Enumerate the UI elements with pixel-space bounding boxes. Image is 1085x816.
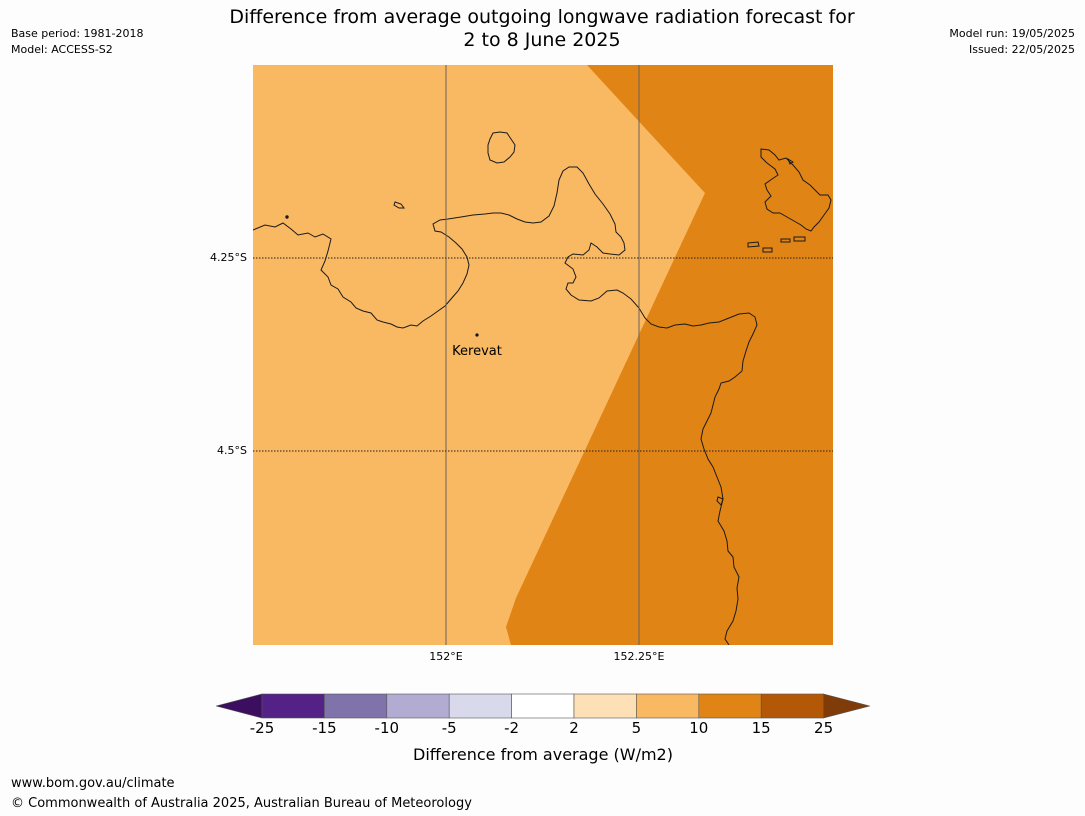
coastline-small-islet-1 [393,201,405,209]
colorbar-segment [261,693,325,719]
model-run-text: Model run: 19/05/2025 [949,27,1075,40]
issued-text: Issued: 22/05/2025 [968,43,1075,56]
coastline-main [253,166,758,645]
map-title: Difference from average outgoing longwav… [142,6,942,52]
colorbar-title: Difference from average (W/m2) [413,745,673,764]
colorbar-segment [448,693,512,719]
map-panel: Kerevat [253,65,833,645]
coastline-group [253,131,832,645]
colorbar-tick-label: -5 [441,719,457,737]
colorbar-arrow-high [823,693,870,719]
coastline-small-islet-5 [793,236,806,242]
place-marker-dot [475,333,479,337]
colorbar-tick-label: 25 [814,719,834,737]
colorbar-segment [511,693,575,719]
coastline-small-islet-7 [716,496,724,506]
coastline-small-islet-2 [747,241,760,248]
model-text: Model: ACCESS-S2 [11,43,113,56]
footer-copyright: © Commonwealth of Australia 2025, Austra… [11,796,472,811]
footer-url[interactable]: www.bom.gov.au/climate [11,776,175,791]
anomaly-region-10-15 [506,65,833,645]
coastline-east-islands [760,148,832,232]
header-right-meta: Model run: 19/05/2025 Issued: 22/05/2025 [949,26,1075,58]
colorbar-segment [324,693,388,719]
colorbar-segment [698,693,762,719]
colorbar-tick-label: -25 [249,719,275,737]
colorbar-tick-label: 10 [689,719,709,737]
colorbar-segment [760,693,824,719]
title-line-1: Difference from average outgoing longwav… [229,6,855,28]
lat-label-4-5: 4.5°S [217,444,247,457]
coastline-island-top [487,131,516,164]
colorbar-tick-label: 2 [569,719,579,737]
colorbar-tick-label: -2 [504,719,520,737]
lon-label-152-25: 152.25°E [613,650,665,663]
coastline-small-islet-6 [786,157,794,165]
lat-label-4-25: 4.25°S [210,251,247,264]
base-period-text: Base period: 1981-2018 [11,27,144,40]
coastline-small-islet-3 [762,247,773,253]
coastline-dot-islet [285,215,289,219]
title-line-2: 2 to 8 June 2025 [463,29,621,51]
colorbar-arrow-low [216,693,263,719]
colorbar-tick-label: -15 [312,719,337,737]
place-label: Kerevat [452,344,502,359]
colorbar-tick-label: 5 [631,719,642,737]
colorbar-segment [386,693,450,719]
colorbar [216,693,870,719]
colorbar-segment [636,693,700,719]
lon-label-152: 152°E [429,650,463,663]
footer: www.bom.gov.au/climate © Commonwealth of… [11,774,472,814]
coastline-small-islet-4 [780,238,791,243]
colorbar-tick-label: 15 [751,719,771,737]
header-left-meta: Base period: 1981-2018 Model: ACCESS-S2 [11,26,143,58]
colorbar-segment [573,693,637,719]
colorbar-tick-label: -10 [374,719,400,737]
